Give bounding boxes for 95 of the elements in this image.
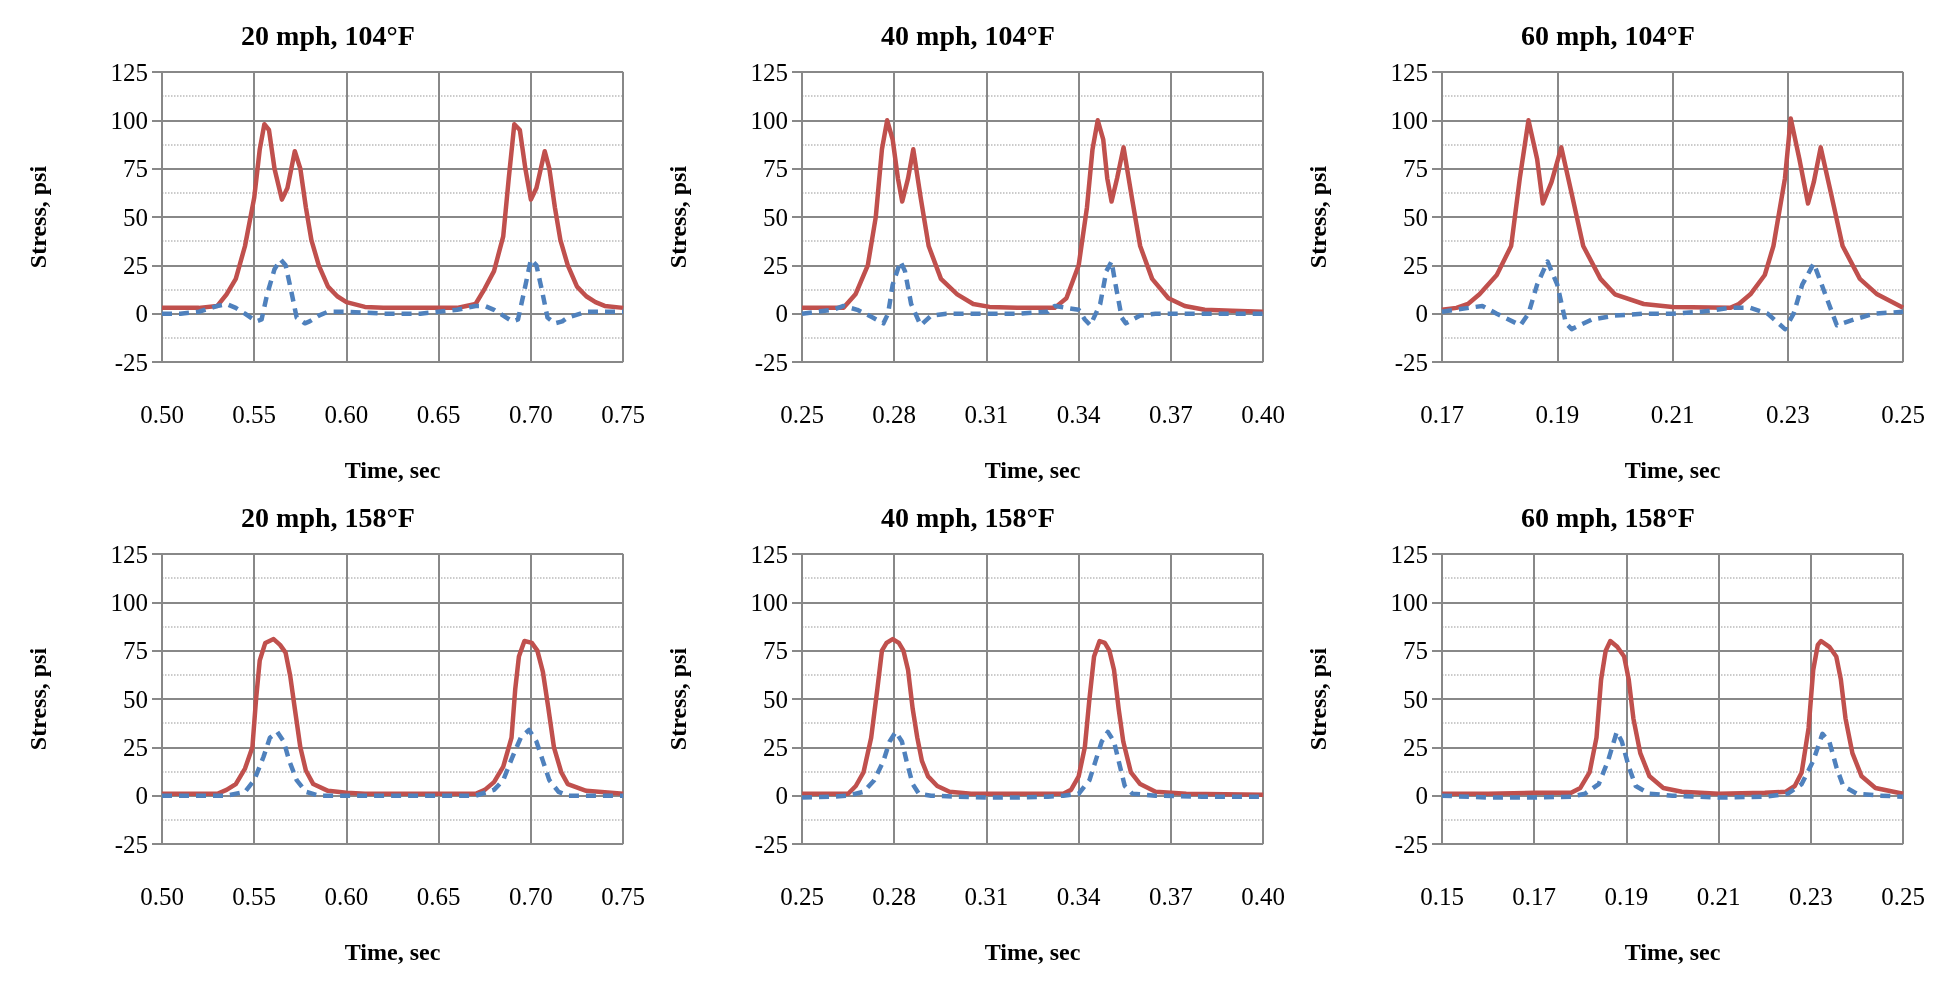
y-tick-label: 50 <box>763 203 788 231</box>
y-tick-label: 75 <box>763 637 788 665</box>
x-tick-label: 0.50 <box>140 401 184 428</box>
y-tick-label: 100 <box>1390 106 1428 134</box>
chart-title: 40 mph, 104°F <box>881 19 1055 51</box>
x-tick-label: 0.25 <box>780 883 824 910</box>
y-tick-label: 75 <box>1403 637 1428 665</box>
y-tick-label: 125 <box>110 58 148 86</box>
x-tick-label: 0.17 <box>1420 401 1464 428</box>
y-tick-label: 125 <box>110 540 148 568</box>
y-tick-label: -25 <box>754 348 788 376</box>
x-tick-label: 0.21 <box>1696 883 1741 910</box>
y-tick-label: 100 <box>110 588 148 616</box>
x-tick-label: 0.37 <box>1149 883 1193 910</box>
chart-title: 20 mph, 104°F <box>241 19 415 51</box>
y-tick-label: 25 <box>1403 251 1428 279</box>
x-tick-label: 0.31 <box>964 401 1009 428</box>
y-tick-label: 125 <box>750 58 788 86</box>
x-tick-label: 0.25 <box>1881 883 1925 910</box>
y-tick-label: 25 <box>763 251 788 279</box>
x-axis-title: Time, sec <box>1624 457 1721 483</box>
y-tick-label: 75 <box>123 637 148 665</box>
y-tick-label: 25 <box>123 251 148 279</box>
y-tick-label: 100 <box>110 106 148 134</box>
y-tick-label: 25 <box>1403 733 1428 761</box>
x-tick-label: 0.40 <box>1241 401 1285 428</box>
x-tick-label: 0.31 <box>964 883 1009 910</box>
x-tick-label: 0.37 <box>1149 401 1193 428</box>
y-tick-label: 75 <box>763 155 788 183</box>
y-tick-label: 0 <box>775 782 788 810</box>
chart-title: 20 mph, 158°F <box>241 501 415 533</box>
y-tick-label: 0 <box>1415 300 1428 328</box>
x-tick-label: 0.19 <box>1535 401 1580 428</box>
y-tick-label: 100 <box>750 106 788 134</box>
x-tick-label: 0.60 <box>324 883 369 910</box>
x-axis-title: Time, sec <box>984 457 1081 483</box>
y-tick-label: 125 <box>1390 58 1428 86</box>
x-tick-label: 0.65 <box>416 883 461 910</box>
y-tick-label: 25 <box>763 733 788 761</box>
y-axis-title: Stress, psi <box>665 165 691 269</box>
x-tick-label: 0.34 <box>1056 401 1102 428</box>
x-tick-label: 0.65 <box>416 401 461 428</box>
y-tick-label: 75 <box>123 155 148 183</box>
y-tick-label: 100 <box>750 588 788 616</box>
y-tick-label: 50 <box>763 685 788 713</box>
chart-title: 60 mph, 104°F <box>1521 19 1695 51</box>
x-axis-title: Time, sec <box>344 457 441 483</box>
y-tick-label: 0 <box>775 300 788 328</box>
y-tick-label: 0 <box>135 300 148 328</box>
y-axis-title: Stress, psi <box>1305 165 1331 269</box>
y-tick-label: -25 <box>1394 348 1428 376</box>
y-tick-label: 75 <box>1403 155 1428 183</box>
x-axis-title: Time, sec <box>1624 939 1721 965</box>
x-tick-label: 0.55 <box>232 401 277 428</box>
y-tick-label: 0 <box>135 782 148 810</box>
y-tick-label: 50 <box>1403 685 1428 713</box>
x-tick-label: 0.23 <box>1765 401 1810 428</box>
x-tick-label: 0.25 <box>1881 401 1925 428</box>
chart-title: 40 mph, 158°F <box>881 501 1055 533</box>
x-tick-label: 0.17 <box>1512 883 1557 910</box>
y-tick-label: 125 <box>750 540 788 568</box>
x-tick-label: 0.70 <box>509 883 553 910</box>
y-axis-title: Stress, psi <box>665 647 691 751</box>
x-tick-label: 0.28 <box>872 401 917 428</box>
y-tick-label: -25 <box>1394 830 1428 858</box>
y-tick-label: 25 <box>123 733 148 761</box>
x-tick-label: 0.60 <box>324 401 369 428</box>
x-tick-label: 0.15 <box>1420 883 1464 910</box>
x-tick-label: 0.19 <box>1604 883 1649 910</box>
y-tick-label: -25 <box>754 830 788 858</box>
y-tick-label: -25 <box>114 348 148 376</box>
y-tick-label: 125 <box>1390 540 1428 568</box>
x-tick-label: 0.55 <box>232 883 277 910</box>
chart-title: 60 mph, 158°F <box>1521 501 1695 533</box>
x-tick-label: 0.23 <box>1789 883 1833 910</box>
y-axis-title: Stress, psi <box>25 165 51 269</box>
y-tick-label: 100 <box>1390 588 1428 616</box>
y-tick-label: 50 <box>123 685 148 713</box>
y-tick-label: 50 <box>123 203 148 231</box>
y-axis-title: Stress, psi <box>1305 647 1331 751</box>
y-axis-title: Stress, psi <box>25 647 51 751</box>
y-tick-label: -25 <box>114 830 148 858</box>
y-tick-label: 0 <box>1415 782 1428 810</box>
x-tick-label: 0.34 <box>1056 883 1102 910</box>
x-tick-label: 0.21 <box>1650 401 1695 428</box>
x-tick-label: 0.50 <box>140 883 184 910</box>
x-tick-label: 0.75 <box>601 401 645 428</box>
x-tick-label: 0.25 <box>780 401 824 428</box>
x-tick-label: 0.28 <box>872 883 917 910</box>
x-tick-label: 0.40 <box>1241 883 1285 910</box>
x-tick-label: 0.70 <box>509 401 553 428</box>
x-axis-title: Time, sec <box>344 939 441 965</box>
x-tick-label: 0.75 <box>601 883 645 910</box>
y-tick-label: 50 <box>1403 203 1428 231</box>
x-axis-title: Time, sec <box>984 939 1081 965</box>
